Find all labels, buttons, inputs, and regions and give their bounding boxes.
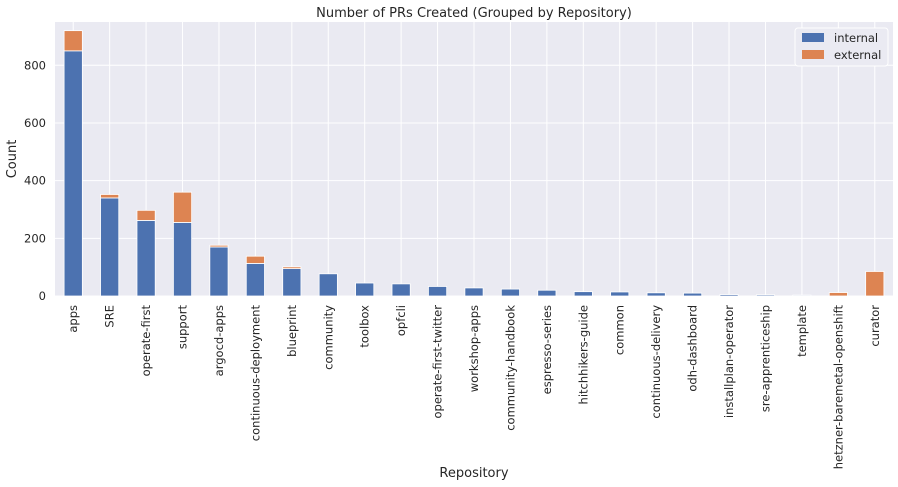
bar-external-hetzner-baremetal-openshift [828, 292, 848, 297]
y-tick-label: 0 [39, 289, 46, 303]
x-tick-labels: apps SRE operate-first support argocd-apps co… [66, 305, 882, 470]
y-axis-title: Count [5, 140, 20, 179]
bar-internal-toolbox [355, 282, 375, 297]
x-tick-label-espresso-series: espresso-series [540, 305, 554, 394]
bar-internal-argocd-apps [209, 246, 229, 297]
chart-title: Number of PRs Created (Grouped by Reposi… [316, 6, 632, 21]
x-tick-label-blueprint: blueprint [285, 305, 299, 357]
x-tick-label-opfcli: opfcli [394, 305, 408, 336]
x-tick-label-template: template [795, 305, 809, 357]
x-tick-label-argocd-apps: argocd-apps [212, 305, 226, 376]
bar-external-operate-first [136, 209, 156, 221]
bar-internal-template [792, 294, 812, 297]
bar-internal-hitchhikers-guide [573, 291, 593, 297]
bar-internal-blueprint [282, 268, 302, 297]
x-tick-label-continuous-deployment: continuous-deployment [248, 305, 262, 442]
x-tick-label-apps: apps [66, 305, 80, 333]
x-tick-label-installplan-operator: installplan-operator [722, 305, 736, 418]
bar-internal-community-handbook [500, 288, 520, 297]
bar-internal-odh-dashboard [683, 292, 703, 297]
bar-internal-continuous-deployment [245, 263, 265, 297]
y-tick-labels: 0 200 400 600 800 [24, 58, 46, 303]
y-tick-label: 200 [24, 231, 46, 245]
x-tick-label-hitchhikers-guide: hitchhikers-guide [576, 305, 590, 404]
x-tick-label-continuous-delivery: continuous-delivery [649, 305, 663, 419]
bar-internal-opfcli [391, 283, 411, 297]
bars [63, 30, 885, 297]
bar-internal-operate-first [136, 220, 156, 297]
x-tick-label-operate-first: operate-first [139, 305, 153, 377]
bar-external-continuous-deployment [245, 255, 265, 264]
x-tick-label-community: community [321, 305, 335, 370]
bar-external-blueprint [282, 266, 302, 270]
bar-external-SRE [100, 194, 120, 199]
bar-internal-espresso-series [537, 289, 557, 297]
x-tick-label-common: common [613, 305, 627, 355]
bar-external-apps [63, 30, 83, 52]
y-tick-label: 400 [24, 174, 46, 188]
bar-external-curator [865, 271, 885, 297]
bar-internal-support [173, 222, 193, 297]
x-axis-title: Repository [439, 466, 508, 481]
y-tick-label: 600 [24, 116, 46, 130]
bar-internal-continuous-delivery [646, 292, 666, 297]
legend-swatch-external [802, 50, 824, 59]
bar-internal-sre-apprenticeship [755, 294, 775, 297]
x-tick-label-SRE: SRE [103, 305, 117, 328]
bar-internal-installplan-operator [719, 294, 739, 297]
legend-label-internal: internal [834, 31, 878, 45]
x-tick-label-toolbox: toolbox [358, 305, 372, 348]
bar-internal-workshop-apps [464, 287, 484, 297]
legend-swatch-internal [802, 33, 824, 42]
x-tick-label-workshop-apps: workshop-apps [467, 305, 481, 392]
bar-internal-common [610, 291, 630, 297]
x-tick-label-sre-apprenticeship: sre-apprenticeship [758, 305, 772, 412]
x-tick-label-support: support [176, 305, 190, 350]
bar-internal-SRE [100, 197, 120, 297]
x-tick-label-operate-first-twitter: operate-first-twitter [431, 305, 445, 419]
x-tick-label-hetzner-baremetal-openshift: hetzner-baremetal-openshift [831, 305, 845, 470]
bar-internal-apps [63, 50, 83, 297]
grid-lines [55, 22, 893, 297]
bar-internal-operate-first-twitter [428, 286, 448, 297]
legend: internal external [794, 27, 889, 67]
x-tick-label-community-handbook: community-handbook [503, 305, 517, 431]
y-tick-label: 800 [24, 58, 46, 72]
x-tick-label-curator: curator [868, 305, 882, 347]
legend-label-external: external [834, 48, 881, 62]
bar-internal-community [318, 273, 338, 297]
bar-external-argocd-apps [209, 244, 229, 248]
x-tick-label-odh-dashboard: odh-dashboard [686, 305, 700, 392]
bar-external-support [173, 191, 193, 223]
